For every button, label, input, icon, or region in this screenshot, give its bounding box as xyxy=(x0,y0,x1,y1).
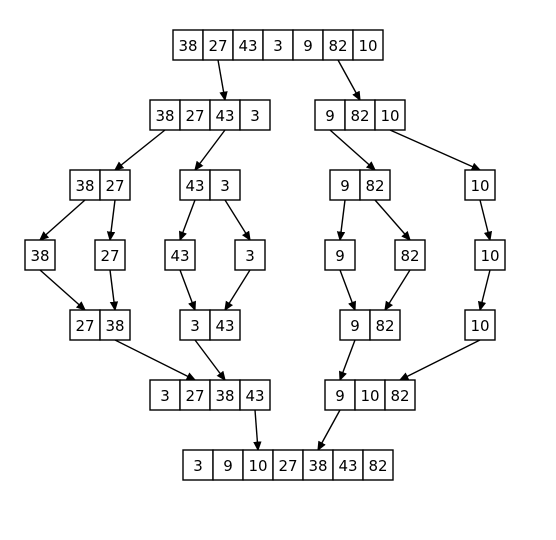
array-node: 3 xyxy=(235,240,265,270)
edge-arrow xyxy=(195,130,225,170)
array-cell-value: 10 xyxy=(480,247,499,265)
array-cell-value: 82 xyxy=(365,177,384,195)
edge-arrow xyxy=(110,200,115,240)
edge-arrow xyxy=(110,270,115,310)
edge-arrow xyxy=(40,200,85,240)
array-cell-value: 27 xyxy=(185,107,204,125)
edge-arrow xyxy=(330,130,375,170)
array-cell-value: 82 xyxy=(390,387,409,405)
array-node: 38 27 43 3 9 82 10 xyxy=(173,30,383,60)
array-cell-value: 43 xyxy=(215,317,234,335)
array-cell-value: 10 xyxy=(248,457,267,475)
edge-arrow xyxy=(40,270,85,310)
edge-arrow xyxy=(375,200,410,240)
array-cell-value: 38 xyxy=(105,317,124,335)
array-cell-value: 82 xyxy=(350,107,369,125)
array-cell-value: 9 xyxy=(350,317,360,335)
array-node: 38 xyxy=(25,240,55,270)
array-cell-value: 27 xyxy=(105,177,124,195)
array-cell-value: 27 xyxy=(75,317,94,335)
array-node: 82 xyxy=(395,240,425,270)
array-cell-value: 9 xyxy=(340,177,350,195)
array-cell-value: 27 xyxy=(100,247,119,265)
edge-arrow xyxy=(480,200,490,240)
edge-arrow xyxy=(218,60,225,100)
edge-arrow xyxy=(195,340,225,380)
array-cell-value: 10 xyxy=(360,387,379,405)
array-cell-value: 3 xyxy=(245,247,255,265)
array-node: 38 27 xyxy=(70,170,130,200)
nodes-layer: 3827433982103827433982103827433982103827… xyxy=(25,30,505,480)
array-node: 3 43 xyxy=(180,310,240,340)
array-cell-value: 38 xyxy=(75,177,94,195)
edge-arrow xyxy=(340,270,355,310)
array-node: 10 xyxy=(465,170,495,200)
array-cell-value: 43 xyxy=(338,457,357,475)
edge-arrow xyxy=(318,410,340,450)
array-node: 3 27 38 43 xyxy=(150,380,270,410)
array-cell-value: 38 xyxy=(308,457,327,475)
array-node: 9 xyxy=(325,240,355,270)
array-cell-value: 10 xyxy=(470,177,489,195)
array-node: 9 82 xyxy=(330,170,390,200)
array-cell-value: 38 xyxy=(215,387,234,405)
edge-arrow xyxy=(340,340,355,380)
array-cell-value: 10 xyxy=(470,317,489,335)
array-cell-value: 3 xyxy=(273,37,283,55)
array-cell-value: 43 xyxy=(185,177,204,195)
array-cell-value: 38 xyxy=(155,107,174,125)
array-node: 10 xyxy=(465,310,495,340)
edge-arrow xyxy=(400,340,480,380)
array-cell-value: 3 xyxy=(190,317,200,335)
array-node: 9 82 xyxy=(340,310,400,340)
array-node: 43 xyxy=(165,240,195,270)
array-node: 38 27 43 3 xyxy=(150,100,270,130)
mergesort-diagram: 3827433982103827433982103827433982103827… xyxy=(0,0,556,540)
array-node: 10 xyxy=(475,240,505,270)
array-cell-value: 43 xyxy=(170,247,189,265)
array-node: 3 9 10 27 38 43 82 xyxy=(183,450,393,480)
array-cell-value: 9 xyxy=(335,387,345,405)
edge-arrow xyxy=(340,200,345,240)
array-cell-value: 3 xyxy=(220,177,230,195)
edge-arrow xyxy=(480,270,490,310)
array-node: 9 10 82 xyxy=(325,380,415,410)
array-cell-value: 27 xyxy=(208,37,227,55)
edge-arrow xyxy=(115,130,165,170)
array-cell-value: 10 xyxy=(358,37,377,55)
array-cell-value: 43 xyxy=(245,387,264,405)
array-cell-value: 43 xyxy=(238,37,257,55)
edge-arrow xyxy=(115,340,195,380)
array-cell-value: 9 xyxy=(223,457,233,475)
edge-arrow xyxy=(338,60,360,100)
edge-arrow xyxy=(180,200,195,240)
array-cell-value: 10 xyxy=(380,107,399,125)
edge-arrow xyxy=(390,130,480,170)
array-cell-value: 9 xyxy=(303,37,313,55)
array-cell-value: 82 xyxy=(400,247,419,265)
edge-arrow xyxy=(180,270,195,310)
array-cell-value: 82 xyxy=(328,37,347,55)
array-cell-value: 38 xyxy=(30,247,49,265)
array-node: 27 38 xyxy=(70,310,130,340)
array-cell-value: 3 xyxy=(160,387,170,405)
array-cell-value: 27 xyxy=(278,457,297,475)
array-cell-value: 9 xyxy=(325,107,335,125)
array-cell-value: 3 xyxy=(250,107,260,125)
array-cell-value: 27 xyxy=(185,387,204,405)
array-cell-value: 82 xyxy=(375,317,394,335)
array-cell-value: 3 xyxy=(193,457,203,475)
edge-arrow xyxy=(225,200,250,240)
edge-arrow xyxy=(225,270,250,310)
array-cell-value: 43 xyxy=(215,107,234,125)
array-cell-value: 38 xyxy=(178,37,197,55)
array-node: 27 xyxy=(95,240,125,270)
edge-arrow xyxy=(385,270,410,310)
array-node: 43 3 xyxy=(180,170,240,200)
array-node: 9 82 10 xyxy=(315,100,405,130)
edge-arrow xyxy=(255,410,258,450)
array-cell-value: 9 xyxy=(335,247,345,265)
array-cell-value: 82 xyxy=(368,457,387,475)
